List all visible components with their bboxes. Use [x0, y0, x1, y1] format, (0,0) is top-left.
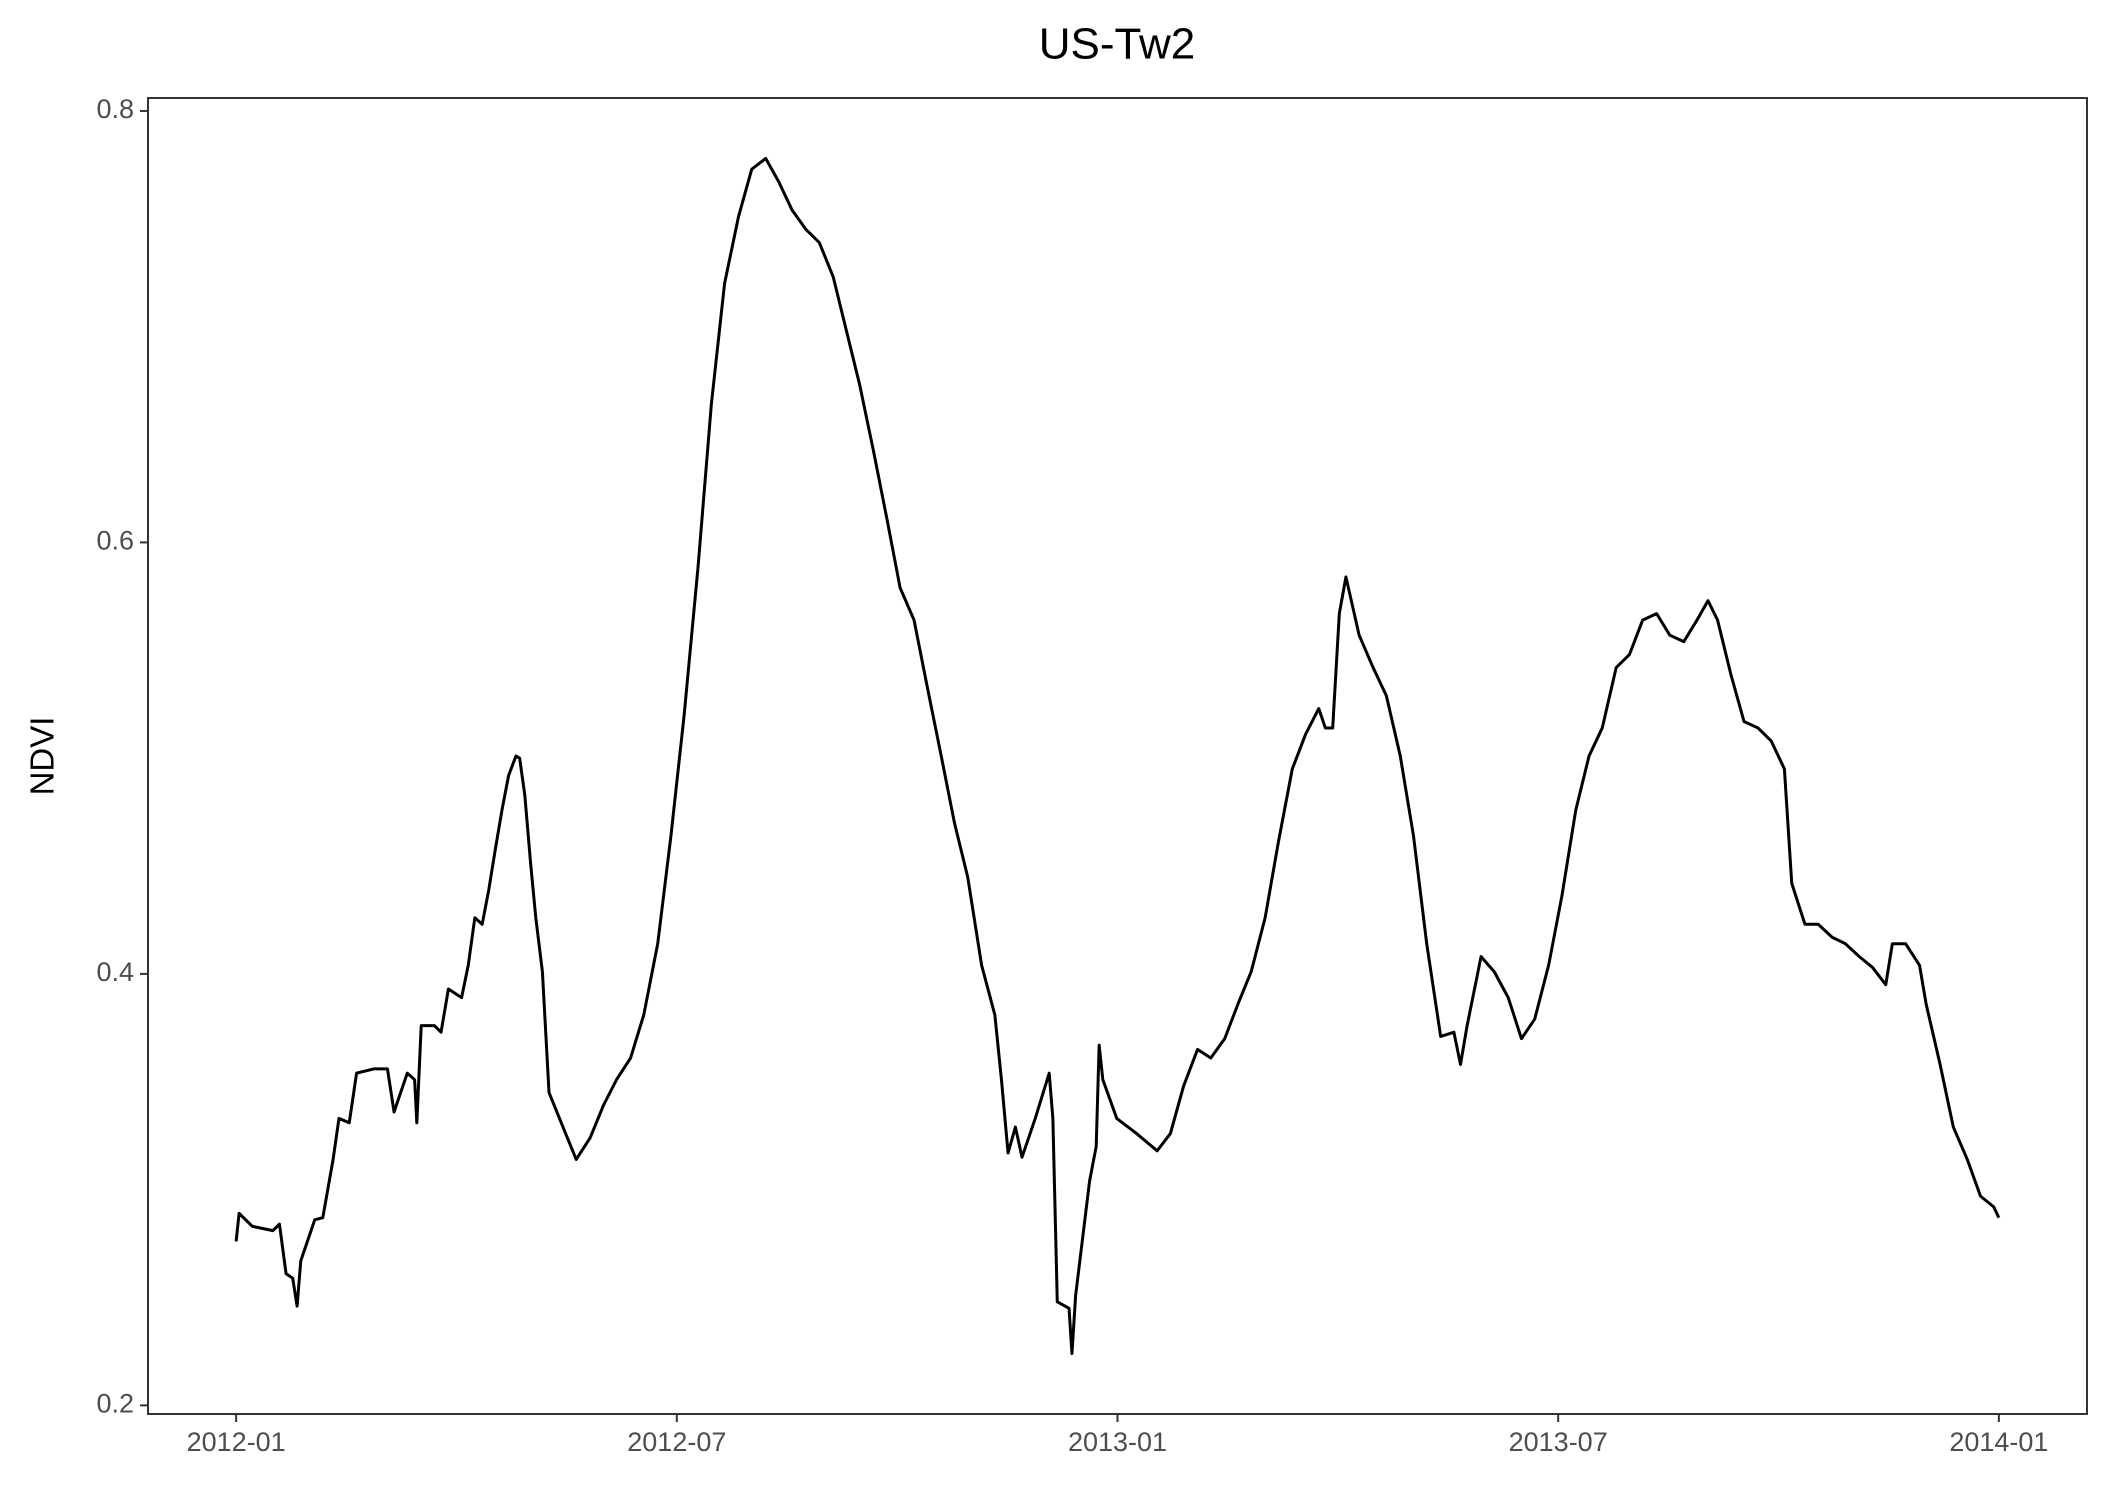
x-tick-label: 2013-07	[1509, 1427, 1608, 1457]
x-tick-label: 2013-01	[1068, 1427, 1167, 1457]
y-tick-label: 0.2	[96, 1388, 134, 1418]
data-line	[234, 156, 2001, 1356]
x-tick-label: 2012-01	[187, 1427, 286, 1457]
x-tick-label: 2012-07	[627, 1427, 726, 1457]
y-tick-label: 0.6	[96, 526, 134, 556]
y-axis-title: NDVI	[24, 717, 61, 796]
y-tick-label: 0.8	[96, 94, 134, 124]
x-tick-label: 2014-01	[1949, 1427, 2048, 1457]
chart-title: US-Tw2	[1039, 20, 1195, 69]
y-tick-label: 0.4	[96, 957, 134, 987]
